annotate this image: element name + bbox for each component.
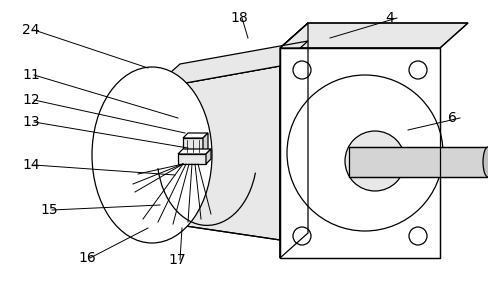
Circle shape (345, 131, 404, 191)
Text: 14: 14 (22, 158, 40, 172)
Ellipse shape (482, 147, 488, 177)
Circle shape (292, 61, 310, 79)
Polygon shape (183, 133, 207, 138)
Circle shape (408, 227, 426, 245)
Polygon shape (152, 41, 307, 89)
Polygon shape (205, 149, 210, 164)
Polygon shape (280, 23, 307, 258)
Text: 4: 4 (384, 11, 393, 25)
Polygon shape (203, 133, 207, 154)
Circle shape (408, 61, 426, 79)
Text: 17: 17 (168, 253, 185, 267)
Polygon shape (280, 48, 439, 258)
Polygon shape (280, 23, 467, 48)
Text: 16: 16 (78, 251, 96, 265)
Text: 24: 24 (22, 23, 40, 37)
Polygon shape (183, 138, 203, 154)
Circle shape (292, 227, 310, 245)
Text: 18: 18 (229, 11, 247, 25)
Polygon shape (178, 154, 205, 164)
Text: 6: 6 (447, 111, 456, 125)
Text: 13: 13 (22, 115, 40, 129)
Text: 15: 15 (40, 203, 58, 217)
Polygon shape (152, 66, 280, 240)
Polygon shape (178, 149, 210, 154)
Polygon shape (348, 147, 487, 177)
Text: 11: 11 (22, 68, 40, 82)
Text: 12: 12 (22, 93, 40, 107)
Circle shape (286, 75, 442, 231)
Ellipse shape (92, 67, 212, 243)
